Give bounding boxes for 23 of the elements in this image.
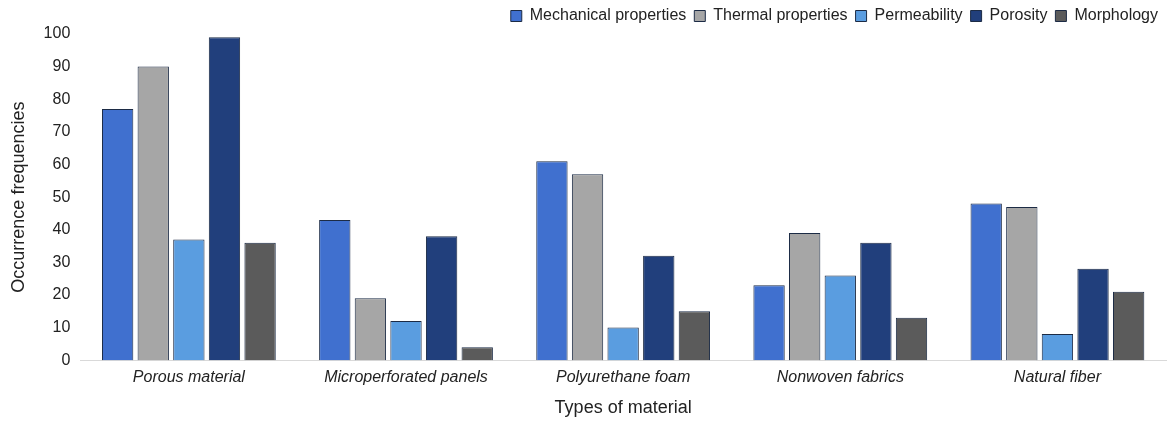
legend-label: Permeability xyxy=(874,6,963,24)
legend-label: Morphology xyxy=(1074,6,1159,24)
x-tick-label: Natural fiber xyxy=(1013,368,1102,386)
y-tick-label: 80 xyxy=(52,89,71,107)
legend-label: Mechanical properties xyxy=(529,6,687,24)
y-tick-label: 100 xyxy=(43,24,71,42)
x-tick-label: Porous material xyxy=(132,368,246,386)
x-tick-label: Nonwoven fabrics xyxy=(776,368,904,386)
y-axis-title: Occurrence frequencies xyxy=(7,101,28,293)
legend-label: Thermal properties xyxy=(713,6,848,24)
x-tick-label: Polyurethane foam xyxy=(555,368,691,386)
y-tick-label: 50 xyxy=(52,187,71,205)
x-axis-title: Types of material xyxy=(554,397,692,418)
y-tick-label: 60 xyxy=(52,154,71,172)
y-tick-label: 20 xyxy=(52,285,71,303)
legend-label: Porosity xyxy=(989,6,1048,24)
x-tick-label: Microperforated panels xyxy=(324,368,488,386)
y-tick-label: 30 xyxy=(52,252,71,270)
y-tick-label: 0 xyxy=(61,350,71,368)
y-tick-label: 40 xyxy=(52,220,71,238)
y-tick-label: 10 xyxy=(52,317,71,335)
y-tick-label: 70 xyxy=(52,122,71,140)
y-tick-label: 90 xyxy=(52,57,71,75)
